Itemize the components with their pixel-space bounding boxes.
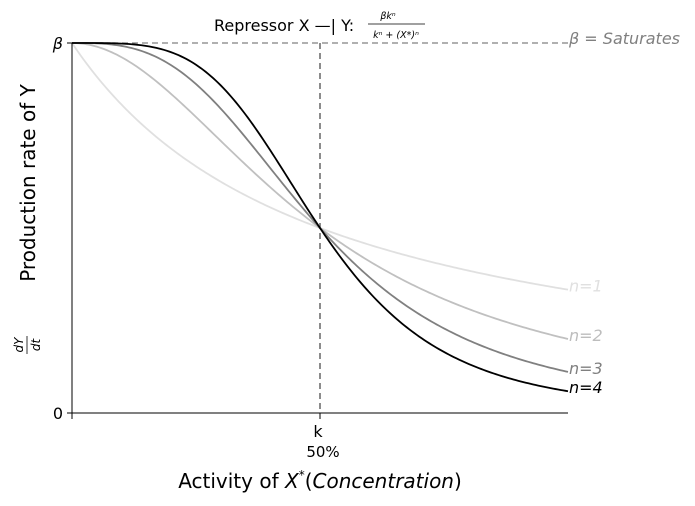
curves — [71, 42, 569, 393]
series-line-n4 — [72, 42, 569, 393]
chart-title: Repressor X —| Y: — [214, 16, 354, 35]
y-axis-fraction-numerator: dY — [12, 336, 26, 353]
y-axis-label: Production rate of Y dY dt — [12, 83, 43, 354]
y-axis-fraction-denominator: dt — [29, 338, 43, 352]
axes — [67, 42, 568, 419]
y-tick-label-0: β — [52, 34, 63, 53]
y-tick-label-1: 0 — [53, 404, 63, 423]
y-axis-label-text: Production rate of Y — [16, 83, 40, 281]
x-tick-label-0: k — [313, 422, 323, 441]
series-label-n1: n=1 — [569, 277, 603, 296]
series-label-n3: n=3 — [569, 359, 603, 378]
x-axis-label: Activity of X*(Concentration) — [178, 468, 462, 493]
x-tick-sublabel-0: 50% — [306, 443, 339, 461]
beta-saturates-label: β = Saturates — [568, 29, 680, 48]
series-label-n4: n=4 — [569, 378, 603, 397]
title-formula-denominator: kⁿ + (X*)ⁿ — [373, 30, 419, 41]
labels: n=1 n=2 n=3n=4 k 50% β 0 β = Saturates — [52, 29, 680, 461]
series-label-n2: n=2 — [569, 326, 603, 345]
title-formula-numerator: βkⁿ — [379, 11, 396, 22]
